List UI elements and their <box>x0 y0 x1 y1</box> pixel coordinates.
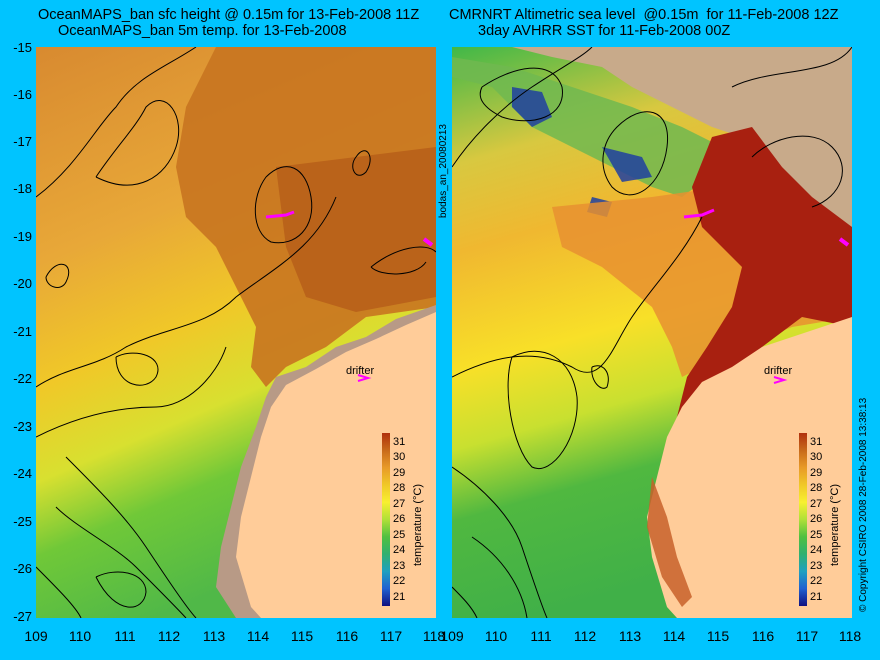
colorbar-label: 27 <box>393 498 406 510</box>
y-tick: -27 <box>13 609 32 624</box>
y-tick: -21 <box>13 324 32 339</box>
x-tick: 115 <box>706 628 730 644</box>
model-run-label: bodas_an_20080213 <box>438 124 449 218</box>
y-tick: -22 <box>13 371 32 386</box>
x-tick: 116 <box>751 628 775 644</box>
left-colorbar <box>382 433 390 606</box>
y-tick: -15 <box>13 40 32 55</box>
left-title-line2: OceanMAPS_ban 5m temp. for 13-Feb-2008 <box>58 23 347 39</box>
colorbar-label: 30 <box>393 451 406 463</box>
drifter-point <box>422 237 434 247</box>
x-tick: 113 <box>202 628 226 644</box>
colorbar-label: 29 <box>393 467 406 479</box>
right-title-line2: 3day AVHRR SST for 11-Feb-2008 00Z <box>478 23 731 39</box>
left-title-line1: OceanMAPS_ban sfc height @ 0.15m for 13-… <box>38 7 420 23</box>
cold-patches <box>512 87 652 217</box>
y-tick: -23 <box>13 419 32 434</box>
colorbar-label: 22 <box>810 575 823 587</box>
hot-water-region <box>677 127 852 417</box>
colorbar-label: 26 <box>393 513 406 525</box>
copyright-text: © Copyright CSIRO 2008 28-Feb-2008 13:38… <box>858 397 869 612</box>
x-tick: 114 <box>662 628 686 644</box>
left-drifter-label: drifter <box>346 365 375 377</box>
colorbar-label: 24 <box>810 544 823 556</box>
x-tick: 118 <box>838 628 862 644</box>
x-tick: 111 <box>114 628 136 644</box>
coastal-warm-strip <box>647 477 692 607</box>
x-tick: 116 <box>335 628 359 644</box>
left-map-panel <box>36 47 436 618</box>
right-title-line1: CMRNRT Altimetric sea level @0.15m for 1… <box>449 7 839 23</box>
x-tick: 118 <box>422 628 446 644</box>
x-tick: 114 <box>246 628 270 644</box>
colorbar-label: 24 <box>393 544 406 556</box>
right-colorbar-title: temperature (°C) <box>829 483 841 566</box>
colorbar-label: 28 <box>393 482 406 494</box>
colorbar-label: 22 <box>393 575 406 587</box>
colorbar-label: 28 <box>810 482 823 494</box>
drifter-arrow <box>773 376 788 384</box>
x-tick: 109 <box>24 628 48 644</box>
y-tick: -20 <box>13 276 32 291</box>
x-tick: 111 <box>530 628 552 644</box>
sea-level-contours <box>36 47 436 618</box>
left-map <box>36 47 436 618</box>
left-colorbar-title: temperature (°C) <box>412 483 424 566</box>
right-colorbar <box>799 433 807 606</box>
drifter-track <box>683 208 715 219</box>
drifter-track <box>265 210 295 219</box>
x-tick: 115 <box>290 628 314 644</box>
colorbar-label: 30 <box>810 451 823 463</box>
y-tick: -18 <box>13 181 32 196</box>
colorbar-label: 21 <box>393 591 406 603</box>
y-tick: -26 <box>13 561 32 576</box>
x-tick: 113 <box>618 628 642 644</box>
y-tick: -19 <box>13 229 32 244</box>
right-map-panel <box>452 47 852 618</box>
colorbar-label: 29 <box>810 467 823 479</box>
colorbar-label: 27 <box>810 498 823 510</box>
colorbar-label: 31 <box>810 436 823 448</box>
x-tick: 112 <box>157 628 181 644</box>
right-map <box>452 47 852 618</box>
x-tick: 112 <box>573 628 597 644</box>
no-data-region <box>452 47 852 227</box>
colorbar-label: 21 <box>810 591 823 603</box>
y-tick: -17 <box>13 134 32 149</box>
x-tick: 109 <box>440 628 464 644</box>
colorbar-label: 25 <box>810 529 823 541</box>
x-tick: 110 <box>484 628 508 644</box>
drifter-point <box>838 237 850 247</box>
colorbar-label: 23 <box>810 560 823 572</box>
y-tick: -16 <box>13 87 32 102</box>
colorbar-label: 23 <box>393 560 406 572</box>
x-tick: 117 <box>795 628 819 644</box>
colorbar-label: 31 <box>393 436 406 448</box>
hot-water-region <box>276 147 436 312</box>
colorbar-label: 26 <box>810 513 823 525</box>
y-tick: -25 <box>13 514 32 529</box>
colorbar-label: 25 <box>393 529 406 541</box>
sea-level-contours <box>452 47 852 618</box>
drifter-arrow <box>357 374 372 382</box>
y-tick: -24 <box>13 466 32 481</box>
right-drifter-label: drifter <box>764 365 793 377</box>
x-tick: 110 <box>68 628 92 644</box>
x-tick: 117 <box>379 628 403 644</box>
